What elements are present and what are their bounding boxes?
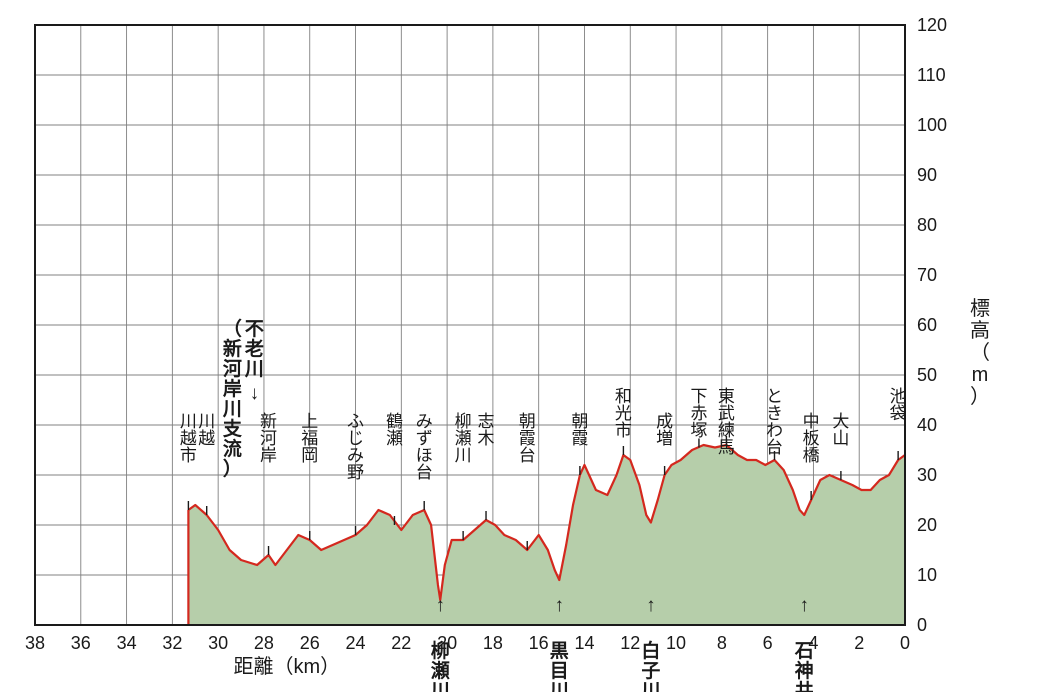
x-tick-label: 28 [254,633,274,653]
station-label: 瀬 [386,429,403,448]
river-arrow-up: ↑ [800,595,810,616]
x-tick-label: 24 [346,633,366,653]
x-tick-label: 6 [763,633,773,653]
river-label: 瀬 [431,660,450,682]
station-label: 越 [198,429,215,448]
y-tick-label: 50 [917,365,937,385]
x-axis-label: 距離（km） [234,655,341,678]
y-tick-label: 40 [917,415,937,435]
y-axis-label: （ [970,341,990,364]
x-tick-label: 30 [208,633,228,653]
x-tick-label: 10 [666,633,686,653]
station-label: 馬 [718,438,735,457]
x-tick-label: 26 [300,633,320,653]
river-label: 川 [430,681,450,692]
y-tick-label: 110 [917,65,946,85]
y-tick-label: 0 [917,615,927,635]
y-tick-label: 30 [917,465,937,485]
x-tick-label: 2 [854,633,864,653]
x-tick-label: 36 [71,633,91,653]
river-arrow-up: ↑ [646,595,656,616]
river-arrow-up: ↑ [435,595,445,616]
station-label: 台 [519,446,536,465]
y-tick-label: 20 [917,515,937,535]
river-label: 黒 [550,640,569,662]
river-label-sub: ） [223,457,242,480]
y-tick-label: 90 [917,165,937,185]
y-axis-label: 標 [970,297,990,320]
river-label: 川 [549,681,569,692]
station-label: 川 [455,446,472,465]
river-label: 老 [245,337,264,360]
river-label: 柳 [431,639,450,662]
y-tick-label: 60 [917,315,937,335]
river-label: 井 [795,680,814,692]
river-label-sub: 流 [223,437,242,460]
station-label: 岡 [301,446,318,465]
y-tick-label: 70 [917,265,937,285]
y-tick-label: 120 [917,15,947,35]
river-label: 神 [795,659,814,682]
station-label: 市 [615,421,632,440]
river-label-sub: 河 [223,358,242,380]
x-tick-label: 14 [574,633,594,653]
river-label-sub: 新 [223,337,242,360]
y-tick-label: 100 [917,115,947,135]
elevation-chart: 0246810121416182022242628303234363801020… [0,0,1040,692]
y-tick-label: 80 [917,215,937,235]
x-tick-label: 22 [391,633,411,653]
x-tick-label: 34 [117,633,137,653]
river-label: 石 [794,641,814,662]
station-label: 塚 [690,421,707,440]
y-axis-label: 高 [970,319,990,342]
river-label-sub: 川 [222,399,242,420]
river-arrow-up: ↑ [555,595,565,616]
station-label: 橋 [803,446,820,465]
y-axis-label: ） [970,385,990,408]
river-label: 子 [641,661,660,682]
river-label: 川 [244,359,264,380]
x-tick-label: 32 [162,633,182,653]
y-axis-label: m [972,364,989,386]
station-label: 台 [416,463,433,482]
station-label: 袋 [890,404,907,423]
station-label: 市 [180,446,197,465]
river-label: 川 [640,681,660,692]
x-tick-label: 8 [717,633,727,653]
x-tick-label: 16 [529,633,549,653]
x-tick-label: 0 [900,633,910,653]
station-label: 岸 [260,446,277,465]
river-label-sub: 岸 [223,378,242,400]
station-label: 霞 [571,429,588,448]
y-tick-label: 10 [917,565,937,585]
river-label: 不 [245,319,264,340]
x-tick-label: 12 [620,633,640,653]
river-label: 目 [550,661,569,682]
x-tick-label: 38 [25,633,45,653]
station-label: 木 [478,429,495,448]
river-label-sub: （ [223,317,242,340]
station-label: 台 [766,438,783,457]
station-label: 野 [347,463,364,482]
river-label: 白 [641,639,660,662]
x-tick-label: 18 [483,633,503,653]
station-label: 山 [832,429,849,448]
station-label: 増 [656,429,673,448]
river-arrow-down: ↓ [250,383,260,404]
river-label-sub: 支 [222,418,243,440]
